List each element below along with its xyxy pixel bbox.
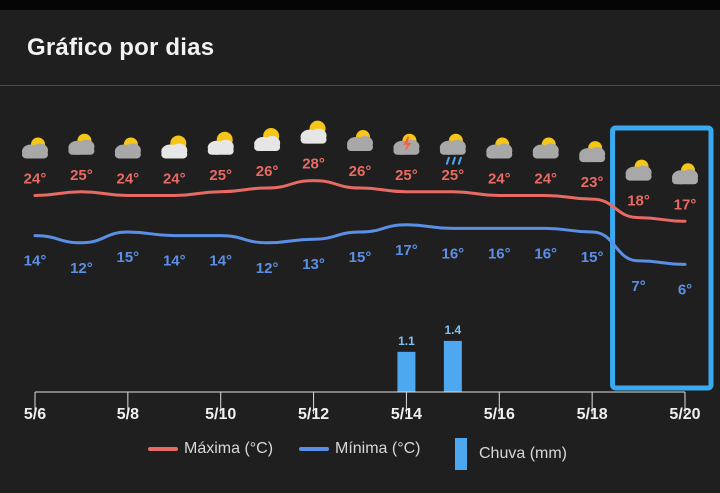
max-temp-label: 24°	[163, 170, 186, 187]
rain-label: 1.1	[398, 334, 415, 348]
min-temp-label: 13°	[302, 256, 325, 273]
min-temp-label: 15°	[349, 249, 372, 266]
rain-bar	[397, 351, 416, 392]
page-title: Gráfico por dias	[27, 34, 215, 61]
legend-rain[interactable]: Chuva (mm)	[455, 438, 567, 470]
legend-min[interactable]: Mínima (°C)	[299, 440, 421, 458]
partly-cloudy-icon	[672, 163, 698, 185]
min-temp-label: 15°	[117, 249, 140, 266]
min-temp-label: 7°	[631, 278, 645, 295]
partly-cloudy-icon	[22, 137, 48, 159]
max-temp-label: 24°	[488, 170, 511, 187]
max-temp-label: 24°	[117, 170, 140, 187]
max-temp-label: 18°	[627, 193, 650, 210]
min-temp-label: 14°	[163, 253, 186, 270]
min-temp-label: 17°	[395, 242, 418, 259]
header-divider	[0, 85, 720, 86]
partly-cloudy-icon	[532, 137, 559, 159]
max-temp-label: 25°	[395, 167, 418, 184]
sunny-cloud-icon	[207, 131, 234, 155]
x-tick-label: 5/18	[577, 406, 608, 423]
partly-cloudy-icon	[114, 137, 141, 159]
max-temp-label: 25°	[209, 167, 232, 184]
x-tick-label: 5/10	[205, 406, 236, 423]
min-temp-label: 16°	[534, 245, 557, 262]
max-temp-label: 17°	[674, 196, 697, 213]
x-tick-label: 5/8	[117, 406, 139, 423]
min-temp-label: 15°	[581, 249, 604, 266]
sunny-cloud-icon	[161, 135, 188, 159]
legend-min-label: Mínima (°C)	[335, 440, 421, 457]
rain-icon	[439, 133, 466, 165]
partly-cloudy-icon	[347, 130, 373, 152]
partly-cloudy-icon	[625, 159, 652, 181]
min-temp-label: 6°	[678, 281, 692, 298]
max-temp-label: 24°	[24, 170, 47, 187]
max-temp-label: 26°	[256, 163, 279, 180]
sunny-cloud-icon	[254, 128, 281, 152]
forecast-chart: 24° 25° 24° 24° 25° 26° 28° 26° 25° 25° 24° 24° 23° 1…	[22, 120, 714, 423]
min-temp-label: 16°	[488, 245, 511, 262]
selected-days-highlight	[610, 125, 714, 391]
x-tick-label: 5/6	[24, 406, 46, 423]
x-tick-label: 5/16	[484, 406, 515, 423]
min-temp-label: 12°	[256, 260, 279, 277]
max-temp-label: 23°	[581, 174, 604, 191]
min-temp-label: 14°	[24, 253, 47, 270]
min-temp-label: 12°	[70, 260, 93, 277]
legend-rain-label: Chuva (mm)	[479, 445, 568, 462]
min-temp-label: 16°	[442, 245, 465, 262]
legend-max-swatch	[148, 447, 178, 451]
partly-cloudy-icon	[486, 137, 513, 159]
max-temp-label: 24°	[534, 170, 557, 187]
x-tick-label: 5/14	[391, 406, 422, 423]
chart-legend: Máxima (°C) Mínima (°C) Chuva (mm)	[0, 438, 720, 474]
max-temp-line	[33, 179, 687, 223]
x-tick-label: 5/12	[298, 406, 329, 423]
legend-max[interactable]: Máxima (°C)	[148, 440, 273, 458]
max-temp-label: 25°	[70, 167, 93, 184]
max-temp-label: 25°	[442, 167, 465, 184]
legend-min-swatch	[299, 447, 329, 451]
rain-bar	[443, 340, 462, 392]
max-temp-label: 28°	[302, 156, 325, 173]
rain-label: 1.4	[445, 323, 462, 337]
partly-cloudy-icon	[579, 141, 606, 163]
max-temp-label: 26°	[349, 163, 372, 180]
sunny-cloud-icon	[300, 120, 327, 144]
legend-max-label: Máxima (°C)	[184, 440, 274, 457]
status-bar	[0, 0, 720, 10]
partly-cloudy-icon	[68, 133, 95, 155]
x-tick-label: 5/20	[669, 406, 700, 423]
min-temp-label: 14°	[209, 253, 232, 270]
min-temp-line	[33, 223, 687, 266]
legend-rain-swatch	[455, 438, 467, 470]
thunderstorm-icon	[393, 133, 420, 155]
